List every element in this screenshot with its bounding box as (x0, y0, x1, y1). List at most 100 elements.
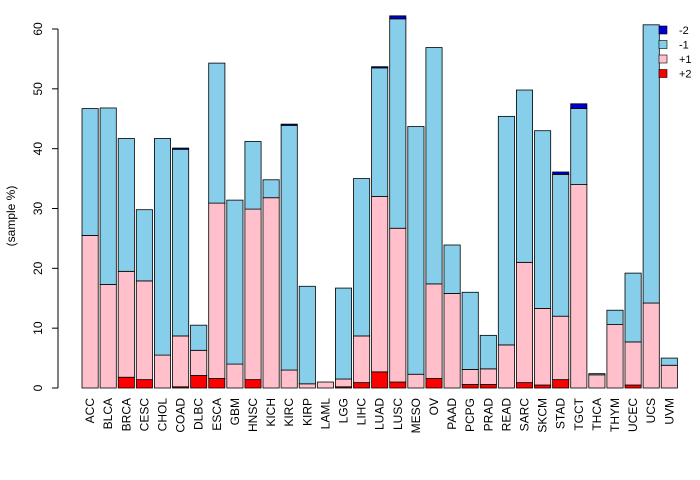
bar-prad-plus1 (479, 368, 497, 385)
y-axis-title: (sample %) (4, 186, 18, 247)
x-tick-label: BRCA (119, 398, 133, 431)
x-tick-label: HNSC (246, 398, 260, 432)
bar-acc-plus1 (81, 235, 99, 389)
bar-ov-plus2 (425, 378, 443, 389)
bar-coad-minus1 (172, 148, 190, 337)
bar-thym-minus1 (606, 309, 624, 325)
y-tick-label: 50 (31, 82, 45, 96)
bar-pcpg-plus2 (461, 384, 479, 389)
bar-kirp-plus1 (298, 383, 316, 389)
bar-lusc-minus2 (389, 15, 407, 20)
bar-lusc-minus1 (389, 18, 407, 229)
bar-sarc-plus1 (516, 261, 534, 384)
bar-sarc-minus1 (516, 89, 534, 263)
x-tick-label: DLBC (192, 398, 206, 430)
y-tick-label: 30 (31, 202, 45, 216)
bar-ucec-plus2 (624, 384, 642, 389)
x-tick-label: SKCM (536, 398, 550, 433)
x-tick-label: PAAD (445, 398, 459, 430)
bar-meso-plus1 (407, 373, 425, 389)
bar-chol-minus1 (153, 138, 171, 356)
bar-dlbc-plus2 (190, 375, 208, 389)
x-tick-label: UVM (662, 398, 676, 425)
bar-cesc-plus2 (135, 379, 153, 389)
bar-kirc-minus2 (280, 123, 298, 126)
x-tick-label: THYM (608, 398, 622, 432)
bar-coad-minus2 (172, 147, 190, 150)
y-tick-label: 60 (31, 22, 45, 36)
bar-luad-plus1 (371, 196, 389, 373)
x-tick-label: TGCT (572, 397, 586, 430)
bar-hnsc-minus1 (244, 141, 262, 210)
x-tick-label: KIRC (282, 398, 296, 427)
bar-thca-minus1 (588, 373, 606, 376)
bar-coad-plus1 (172, 335, 190, 388)
x-tick-label: ACC (83, 398, 97, 424)
bar-chol-plus1 (153, 354, 171, 389)
x-tick-label: SARC (518, 398, 532, 432)
bar-ucs-minus1 (642, 24, 660, 304)
bar-kich-minus1 (262, 179, 280, 199)
bar-esca-minus1 (208, 62, 226, 204)
bar-gbm-plus1 (226, 363, 244, 389)
bar-pcpg-minus1 (461, 291, 479, 370)
x-tick-label: LIHC (355, 398, 369, 426)
x-tick-label: PRAD (481, 398, 495, 432)
bar-blca-minus1 (99, 107, 117, 285)
bar-hnsc-plus1 (244, 208, 262, 381)
legend: -2 -1 +1 +2 (658, 25, 692, 81)
x-tick-label: LUSC (391, 398, 405, 430)
legend-label: +2 (679, 69, 692, 81)
bar-uvm-plus1 (660, 364, 678, 389)
bar-paad-plus1 (443, 293, 461, 389)
x-tick-label: PCPG (463, 398, 477, 432)
bar-lihc-minus1 (353, 178, 371, 337)
x-tick-label: CESC (137, 398, 151, 432)
bar-brca-plus1 (117, 270, 135, 378)
bar-stad-plus2 (552, 379, 570, 389)
x-tick-label: KICH (264, 398, 278, 427)
bar-brca-minus1 (117, 138, 135, 272)
y-tick-label: 10 (31, 321, 45, 335)
x-tick-label: THCA (590, 398, 604, 431)
bar-luad-plus2 (371, 371, 389, 389)
bar-ov-plus1 (425, 283, 443, 379)
bar-brca-plus2 (117, 376, 135, 389)
bar-cesc-plus1 (135, 280, 153, 381)
bar-lgg-plus1 (334, 378, 352, 388)
bar-meso-minus1 (407, 126, 425, 375)
bar-lihc-plus2 (353, 382, 371, 389)
bar-kirp-minus1 (298, 285, 316, 385)
x-tick-label: LGG (337, 398, 351, 423)
y-tick-label: 0 (31, 384, 45, 391)
bar-pcpg-plus1 (461, 369, 479, 385)
x-tick-label: ESCA (210, 398, 224, 431)
bar-skcm-plus1 (534, 308, 552, 386)
bar-esca-plus1 (208, 202, 226, 379)
bar-kich-plus1 (262, 197, 280, 389)
bar-paad-minus1 (443, 244, 461, 294)
bar-thym-plus1 (606, 324, 624, 389)
bar-kirc-minus1 (280, 124, 298, 371)
legend-label: -2 (679, 25, 689, 37)
x-tick-label: READ (499, 398, 513, 432)
bar-laml-plus1 (316, 381, 334, 389)
bar-stad-minus2 (552, 171, 570, 175)
bar-luad-minus1 (371, 67, 389, 197)
x-tick-label: UCEC (626, 398, 640, 432)
x-tick-label: STAD (554, 398, 568, 429)
bar-skcm-minus1 (534, 130, 552, 309)
bar-cesc-minus1 (135, 209, 153, 282)
x-tick-label: LUAD (373, 398, 387, 430)
bar-kirc-plus1 (280, 369, 298, 389)
bar-stad-plus1 (552, 315, 570, 381)
bar-blca-plus1 (99, 284, 117, 389)
bar-uvm-minus1 (660, 357, 678, 366)
x-tick-label: GBM (228, 398, 242, 425)
bar-stad-minus1 (552, 173, 570, 317)
bar-lusc-plus1 (389, 227, 407, 383)
bar-acc-minus1 (81, 108, 99, 236)
bar-prad-minus1 (479, 334, 497, 370)
bar-sarc-plus2 (516, 382, 534, 389)
